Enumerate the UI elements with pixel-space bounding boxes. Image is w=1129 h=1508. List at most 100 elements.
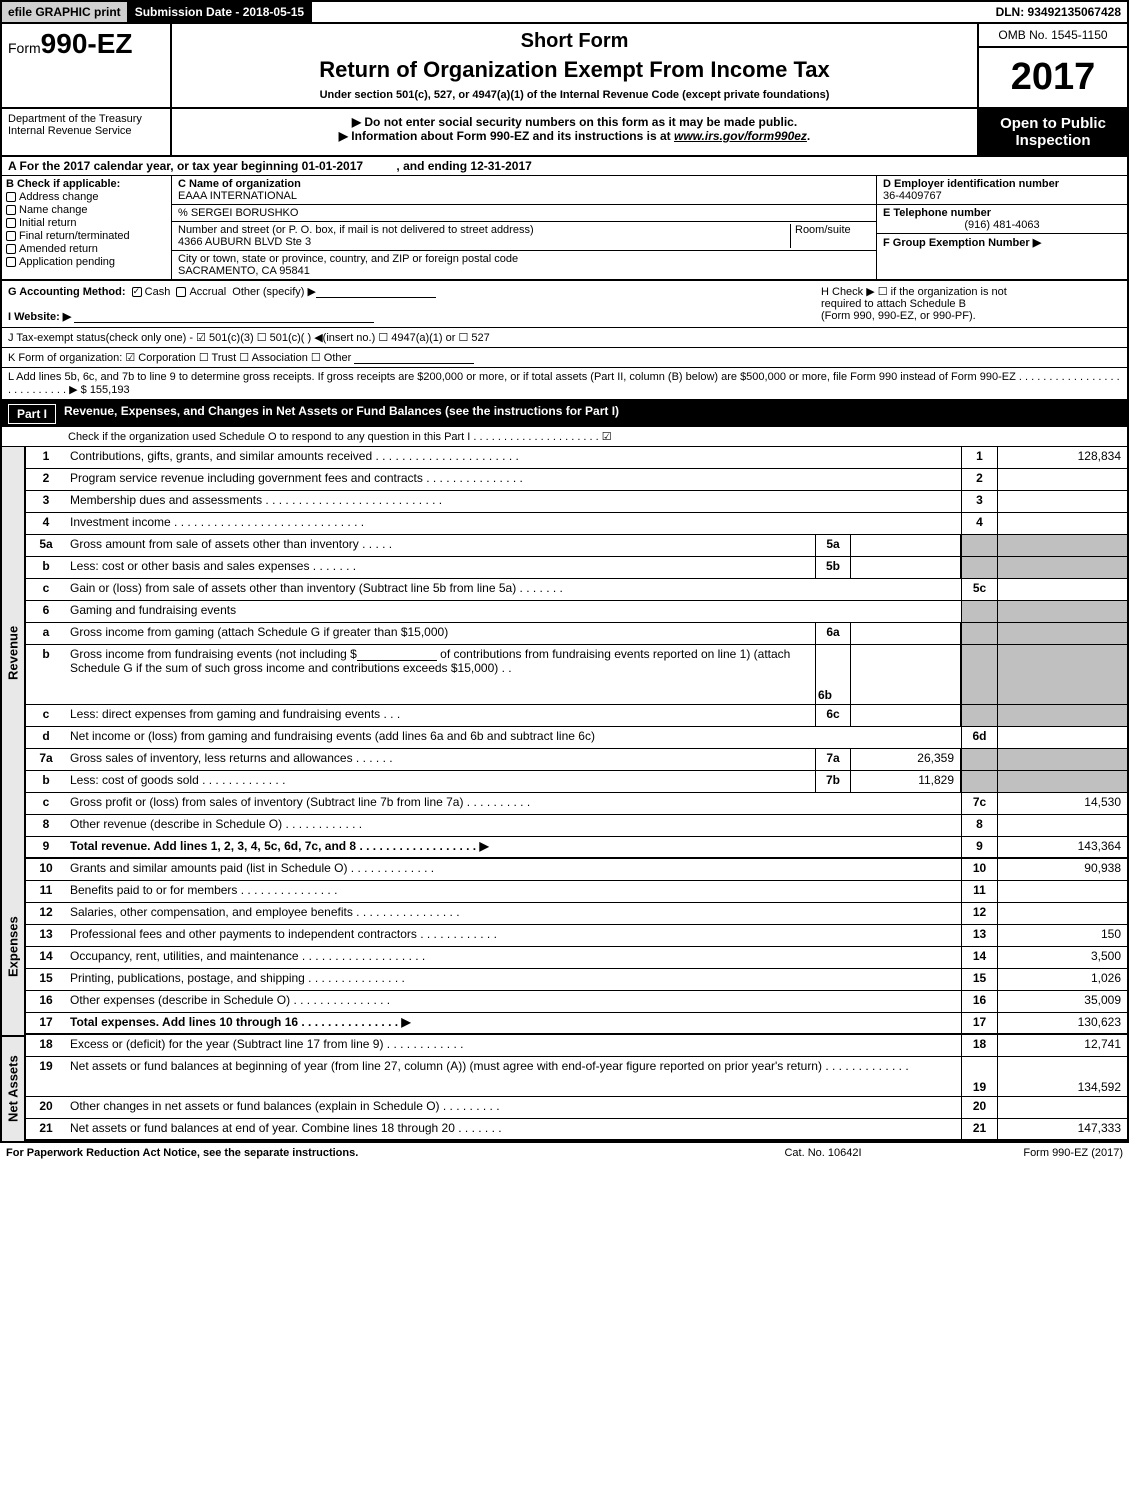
line-20-col: 20 — [961, 1097, 997, 1118]
instructions-cell: ▶ Do not enter social security numbers o… — [172, 109, 977, 155]
line-17-num: 17 — [26, 1013, 66, 1033]
line-17-desc: Total expenses. Add lines 10 through 16 … — [66, 1013, 961, 1033]
line-16-val: 35,009 — [997, 991, 1127, 1012]
line-6b-sub: 6b — [815, 645, 851, 704]
g-other-blank[interactable] — [316, 286, 436, 298]
line-6a-shade1 — [961, 623, 997, 644]
instruction-link[interactable]: www.irs.gov/form990ez — [674, 129, 807, 143]
line-2: 2 Program service revenue including gove… — [26, 469, 1129, 491]
line-13-num: 13 — [26, 925, 66, 946]
g-cash-checkbox[interactable] — [132, 287, 142, 297]
part-1-header: Part I Revenue, Expenses, and Changes in… — [0, 401, 1129, 427]
k-other-blank[interactable] — [354, 352, 474, 364]
line-7a-subval: 26,359 — [851, 749, 961, 770]
line-6a-shade2 — [997, 623, 1127, 644]
section-a-ending: , and ending 12-31-2017 — [396, 159, 531, 173]
i-website-blank[interactable] — [74, 311, 374, 323]
chk-final-return[interactable]: Final return/terminated — [6, 230, 167, 242]
line-11: 11 Benefits paid to or for members . . .… — [26, 881, 1129, 903]
efile-print-label[interactable]: efile GRAPHIC print — [2, 2, 129, 22]
line-6: 6 Gaming and fundraising events — [26, 601, 1129, 623]
line-6c-desc: Less: direct expenses from gaming and fu… — [66, 705, 815, 726]
line-21-num: 21 — [26, 1119, 66, 1139]
chk-application-pending[interactable]: Application pending — [6, 256, 167, 268]
footer-form-ref: Form 990-EZ (2017) — [923, 1147, 1123, 1159]
col-c: C Name of organization EAAA INTERNATIONA… — [172, 176, 877, 279]
line-17-col: 17 — [961, 1013, 997, 1033]
line-6c-sub: 6c — [815, 705, 851, 726]
l-text: L Add lines 5b, 6c, and 7b to line 9 to … — [8, 371, 1120, 396]
line-4-val — [997, 513, 1127, 534]
c-city-value: SACRAMENTO, CA 95841 — [178, 265, 310, 277]
line-10-val: 90,938 — [997, 859, 1127, 880]
line-12-val — [997, 903, 1127, 924]
line-7c-num: c — [26, 793, 66, 814]
line-7a-shade1 — [961, 749, 997, 770]
line-7a-sub: 7a — [815, 749, 851, 770]
line-2-num: 2 — [26, 469, 66, 490]
line-5b-shade1 — [961, 557, 997, 578]
line-7b-num: b — [26, 771, 66, 792]
line-1-num: 1 — [26, 447, 66, 468]
line-3-num: 3 — [26, 491, 66, 512]
line-6b-blank[interactable] — [357, 649, 437, 661]
line-5b-subval — [851, 557, 961, 578]
line-8: 8 Other revenue (describe in Schedule O)… — [26, 815, 1129, 837]
line-6b-shade1 — [961, 645, 997, 704]
line-14-val: 3,500 — [997, 947, 1127, 968]
line-3-col: 3 — [961, 491, 997, 512]
instruction-2-suffix: . — [807, 129, 810, 143]
line-5a-num: 5a — [26, 535, 66, 556]
instruction-2-prefix: ▶ Information about Form 990-EZ and its … — [339, 129, 674, 143]
col-b-heading: B Check if applicable: — [6, 178, 167, 190]
line-7c-val: 14,530 — [997, 793, 1127, 814]
line-5a: 5a Gross amount from sale of assets othe… — [26, 535, 1129, 557]
g-accrual-checkbox[interactable] — [176, 287, 186, 297]
line-21-desc: Net assets or fund balances at end of ye… — [66, 1119, 961, 1139]
line-7a-shade2 — [997, 749, 1127, 770]
line-7b: b Less: cost of goods sold . . . . . . .… — [26, 771, 1129, 793]
chk-name-change[interactable]: Name change — [6, 204, 167, 216]
line-20-val — [997, 1097, 1127, 1118]
line-6-num: 6 — [26, 601, 66, 622]
line-6b-subval — [851, 645, 961, 704]
chk-initial-return[interactable]: Initial return — [6, 217, 167, 229]
line-4: 4 Investment income . . . . . . . . . . … — [26, 513, 1129, 535]
c-city-label: City or town, state or province, country… — [178, 253, 518, 265]
line-15-desc: Printing, publications, postage, and shi… — [66, 969, 961, 990]
line-5a-subval — [851, 535, 961, 556]
page-footer: For Paperwork Reduction Act Notice, see … — [0, 1141, 1129, 1163]
tax-year: 2017 — [979, 48, 1127, 107]
k-text: K Form of organization: ☑ Corporation ☐ … — [8, 352, 351, 364]
h-text2: required to attach Schedule B — [821, 298, 1121, 310]
line-18-val: 12,741 — [997, 1035, 1127, 1056]
part-1-title: Revenue, Expenses, and Changes in Net As… — [64, 404, 619, 424]
line-2-desc: Program service revenue including govern… — [66, 469, 961, 490]
chk-amended-return[interactable]: Amended return — [6, 243, 167, 255]
line-7a-desc: Gross sales of inventory, less returns a… — [66, 749, 815, 770]
chk-address-change[interactable]: Address change — [6, 191, 167, 203]
form-number-cell: Form990-EZ — [2, 24, 172, 107]
line-6a-subval — [851, 623, 961, 644]
line-21: 21 Net assets or fund balances at end of… — [26, 1119, 1129, 1141]
line-18: 18 Excess or (deficit) for the year (Sub… — [26, 1035, 1129, 1057]
form-prefix: Form — [8, 40, 41, 56]
l-gross-receipts: L Add lines 5b, 6c, and 7b to line 9 to … — [0, 368, 1129, 401]
line-13-col: 13 — [961, 925, 997, 946]
part-1-check-text: Check if the organization used Schedule … — [68, 431, 612, 443]
line-17-val: 130,623 — [997, 1013, 1127, 1033]
section-a: A For the 2017 calendar year, or tax yea… — [0, 157, 1129, 176]
line-13-desc: Professional fees and other payments to … — [66, 925, 961, 946]
line-18-num: 18 — [26, 1035, 66, 1056]
line-13-val: 150 — [997, 925, 1127, 946]
line-6c: c Less: direct expenses from gaming and … — [26, 705, 1129, 727]
line-11-desc: Benefits paid to or for members . . . . … — [66, 881, 961, 902]
line-12: 12 Salaries, other compensation, and emp… — [26, 903, 1129, 925]
line-4-num: 4 — [26, 513, 66, 534]
line-2-val — [997, 469, 1127, 490]
line-16-num: 16 — [26, 991, 66, 1012]
line-14-col: 14 — [961, 947, 997, 968]
line-7a-num: 7a — [26, 749, 66, 770]
d-ein-value: 36-4409767 — [883, 190, 942, 202]
room-suite-label: Room/suite — [795, 224, 851, 236]
